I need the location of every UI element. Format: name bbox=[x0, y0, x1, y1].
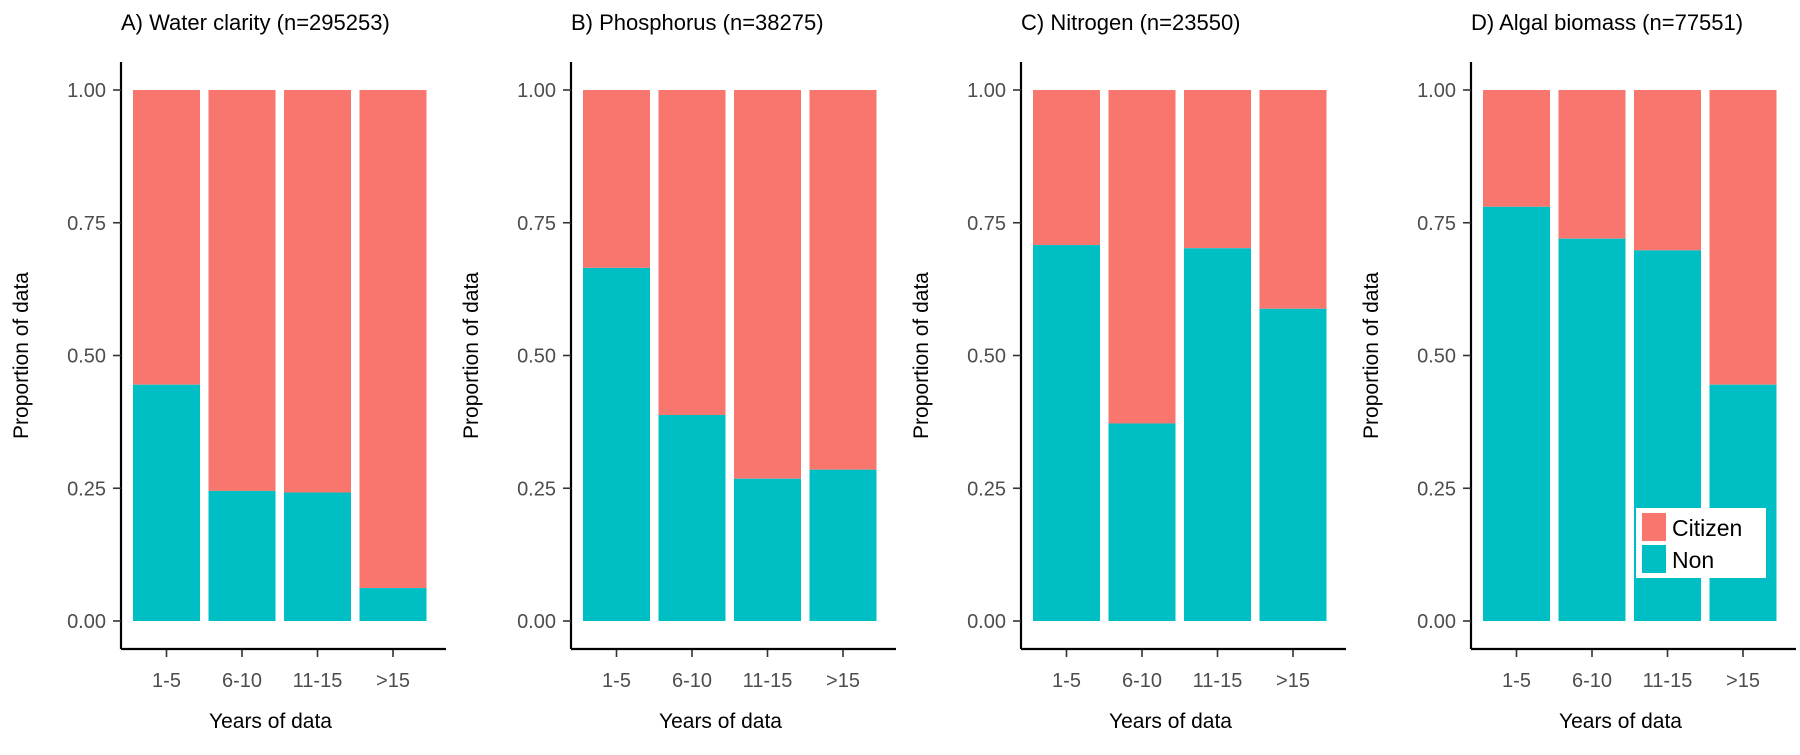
y-axis-title: Proportion of data bbox=[1360, 272, 1383, 439]
y-tick-label: 0.50 bbox=[67, 346, 106, 368]
y-tick-label: 1.00 bbox=[67, 80, 106, 102]
bar-non-1 bbox=[133, 384, 200, 621]
x-axis-title: Years of data bbox=[209, 710, 332, 733]
bar-citizen-3 bbox=[284, 90, 351, 493]
bar-citizen-1 bbox=[1483, 90, 1550, 207]
bar-non-4 bbox=[809, 469, 877, 621]
x-tick-label: 11-15 bbox=[1643, 670, 1693, 692]
y-tick-label: 0.75 bbox=[517, 213, 556, 235]
y-tick-label: 0.00 bbox=[67, 611, 106, 633]
y-tick-label: 0.25 bbox=[517, 478, 556, 500]
x-tick-label: 11-15 bbox=[1193, 670, 1243, 692]
bar-citizen-1 bbox=[133, 90, 200, 385]
x-tick-label: >15 bbox=[1726, 670, 1760, 692]
x-axis-title: Years of data bbox=[1109, 710, 1232, 733]
panel-3: C) Nitrogen (n=23550) Proportion of data Y… bbox=[910, 10, 1346, 733]
y-tick-label: 1.00 bbox=[967, 80, 1006, 102]
x-tick-label: >15 bbox=[826, 670, 860, 692]
x-tick-label: 1-5 bbox=[602, 670, 631, 692]
y-tick-label: 0.75 bbox=[67, 213, 106, 235]
x-tick-label: 6-10 bbox=[672, 670, 712, 692]
bar-non-4 bbox=[359, 588, 427, 621]
y-tick-label: 0.25 bbox=[1417, 478, 1456, 500]
y-tick-label: 0.50 bbox=[517, 346, 556, 368]
bar-non-3 bbox=[734, 478, 801, 621]
y-axis-title: Proportion of data bbox=[460, 272, 483, 439]
panel-title: C) Nitrogen (n=23550) bbox=[1021, 10, 1241, 35]
x-tick-label: 1-5 bbox=[1052, 670, 1081, 692]
x-tick-label: 1-5 bbox=[1502, 670, 1531, 692]
legend-swatch-citizen bbox=[1642, 513, 1666, 541]
bar-citizen-1 bbox=[1033, 90, 1100, 246]
y-tick-label: 0.25 bbox=[967, 478, 1006, 500]
bar-citizen-2 bbox=[1558, 90, 1626, 239]
panel-title: B) Phosphorus (n=38275) bbox=[571, 10, 824, 35]
panel-1: A) Water clarity (n=295253) Proportion of… bbox=[10, 10, 446, 733]
y-tick-label: 0.00 bbox=[1417, 611, 1456, 633]
y-tick-label: 0.00 bbox=[967, 611, 1006, 633]
x-tick-label: 11-15 bbox=[743, 670, 793, 692]
x-tick-label: 11-15 bbox=[293, 670, 343, 692]
bar-non-1 bbox=[1483, 206, 1550, 621]
panel-4: D) Algal biomass (n=77551) Proportion of … bbox=[1360, 10, 1796, 733]
legend-label-citizen: Citizen bbox=[1672, 515, 1742, 541]
panel-title: A) Water clarity (n=295253) bbox=[121, 10, 390, 35]
bar-non-4 bbox=[1709, 384, 1777, 621]
panel-2: B) Phosphorus (n=38275) Proportion of dat… bbox=[460, 10, 896, 733]
bar-non-2 bbox=[658, 414, 726, 621]
legend-swatch-non bbox=[1642, 545, 1666, 573]
bar-non-1 bbox=[1033, 245, 1100, 621]
legend: Citizen Non bbox=[1636, 508, 1766, 578]
y-tick-label: 0.75 bbox=[1417, 213, 1456, 235]
x-tick-label: 6-10 bbox=[1572, 670, 1612, 692]
bar-citizen-2 bbox=[1108, 90, 1176, 424]
bar-citizen-4 bbox=[1709, 90, 1777, 385]
bar-citizen-4 bbox=[1259, 90, 1327, 309]
y-tick-label: 1.00 bbox=[1417, 80, 1456, 102]
x-axis-title: Years of data bbox=[659, 710, 782, 733]
bar-citizen-3 bbox=[1184, 90, 1251, 249]
x-tick-label: 6-10 bbox=[222, 670, 262, 692]
x-tick-label: 1-5 bbox=[152, 670, 181, 692]
bar-citizen-2 bbox=[658, 90, 726, 415]
y-axis-title: Proportion of data bbox=[10, 272, 33, 439]
y-tick-label: 0.50 bbox=[967, 346, 1006, 368]
y-tick-label: 0.00 bbox=[517, 611, 556, 633]
x-tick-label: 6-10 bbox=[1122, 670, 1162, 692]
x-axis-title: Years of data bbox=[1559, 710, 1682, 733]
y-axis-title: Proportion of data bbox=[910, 272, 933, 439]
bar-non-2 bbox=[208, 490, 276, 621]
bar-non-2 bbox=[1108, 423, 1176, 621]
bar-citizen-3 bbox=[1634, 90, 1701, 251]
bar-citizen-1 bbox=[583, 90, 650, 268]
y-tick-label: 0.75 bbox=[967, 213, 1006, 235]
y-tick-label: 0.50 bbox=[1417, 346, 1456, 368]
x-tick-label: >15 bbox=[1276, 670, 1310, 692]
x-tick-label: >15 bbox=[376, 670, 410, 692]
bar-non-4 bbox=[1259, 308, 1327, 621]
bar-non-3 bbox=[284, 492, 351, 621]
bar-citizen-3 bbox=[734, 90, 801, 479]
y-tick-label: 0.25 bbox=[67, 478, 106, 500]
bar-non-2 bbox=[1558, 238, 1626, 621]
legend-label-non: Non bbox=[1672, 547, 1714, 573]
bar-citizen-2 bbox=[208, 90, 276, 491]
bar-citizen-4 bbox=[809, 90, 877, 470]
bar-citizen-4 bbox=[359, 90, 427, 589]
bar-non-1 bbox=[583, 267, 650, 621]
bar-non-3 bbox=[1184, 248, 1251, 621]
y-tick-label: 1.00 bbox=[517, 80, 556, 102]
panel-title: D) Algal biomass (n=77551) bbox=[1471, 10, 1743, 35]
